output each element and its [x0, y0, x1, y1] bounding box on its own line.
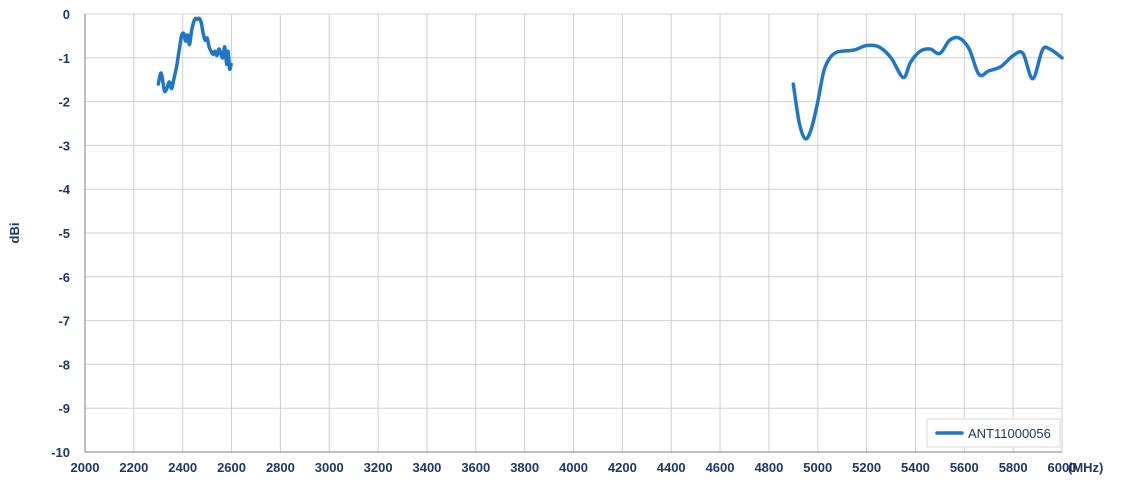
x-tick-label-5800: 5800 [999, 460, 1028, 475]
y-tick-label--5: -5 [58, 226, 70, 241]
grid [85, 13, 1063, 452]
y-tick-label--1: -1 [58, 51, 70, 66]
y-tick-label--8: -8 [58, 357, 70, 372]
x-tick-label-6000: 6000 [1048, 460, 1077, 475]
x-tick-label-5400: 5400 [901, 460, 930, 475]
y-axis-title: dBi [7, 223, 22, 244]
x-tick-label-4400: 4400 [657, 460, 686, 475]
x-tick-label-5200: 5200 [852, 460, 881, 475]
x-tick-label-3000: 3000 [315, 460, 344, 475]
y-tick-label--6: -6 [58, 270, 70, 285]
x-tick-label-4000: 4000 [559, 460, 588, 475]
x-tick-label-2200: 2200 [119, 460, 148, 475]
x-axis-unit-label: (MHz) [1068, 460, 1103, 475]
series-line-0-segment-0 [156, 16, 233, 94]
series-line-0-segment-1 [791, 35, 1064, 141]
x-tick-label-5600: 5600 [950, 460, 979, 475]
y-tick-label--9: -9 [58, 401, 70, 416]
x-tick-label-2800: 2800 [266, 460, 295, 475]
y-tick-label-0: 0 [63, 7, 70, 22]
y-tick-label--4: -4 [58, 182, 70, 197]
x-tick-label-3200: 3200 [364, 460, 393, 475]
x-tick-label-2400: 2400 [168, 460, 197, 475]
x-tick-label-4800: 4800 [754, 460, 783, 475]
legend-label-ant11000056: ANT11000056 [968, 426, 1051, 441]
x-tick-label-3800: 3800 [510, 460, 539, 475]
y-tick-label--10: -10 [51, 445, 70, 460]
legend-box [926, 418, 1061, 448]
x-tick-label-4600: 4600 [706, 460, 735, 475]
series-layer [156, 16, 1064, 141]
axes [84, 14, 1062, 453]
y-tick-label--2: -2 [58, 95, 70, 110]
x-tick-label-3600: 3600 [461, 460, 490, 475]
legend: ANT11000056 [926, 418, 1061, 448]
y-tick-label--7: -7 [58, 314, 70, 329]
x-tick-label-3400: 3400 [412, 460, 441, 475]
y-tick-label--3: -3 [58, 138, 70, 153]
x-tick-label-2600: 2600 [217, 460, 246, 475]
x-tick-label-4200: 4200 [608, 460, 637, 475]
tick-labels: 2000 2200 2400 2600 2800 3000 3200 3400 3600 3800… [51, 7, 1076, 475]
x-tick-label-2000: 2000 [71, 460, 100, 475]
x-tick-label-5000: 5000 [803, 460, 832, 475]
